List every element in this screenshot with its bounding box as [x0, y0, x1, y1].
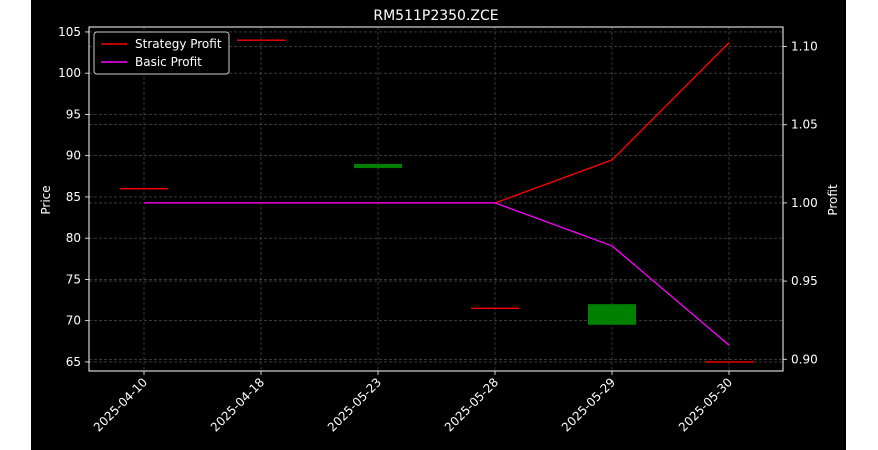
left-axis-ticks: 65 70 75 80 85 90 95 100 105	[58, 25, 89, 369]
chart-figure: 65 70 75 80 85 90 95 100 105 0.90 0.95 1.00 1.05 1.1…	[31, 0, 846, 450]
y2-tick-label: 0.95	[791, 274, 818, 288]
y-tick-label: 75	[66, 272, 81, 286]
profit-lines	[144, 42, 730, 346]
y-tick-label: 80	[66, 231, 81, 245]
y-axis-label: Price	[39, 185, 53, 214]
x-tick-label: 2025-05-30	[676, 375, 735, 434]
y-tick-label: 100	[58, 66, 81, 80]
x-axis-ticks: 2025-04-10 2025-04-18 2025-05-23 2025-05-28…	[91, 371, 735, 434]
series-line-0	[144, 42, 730, 204]
legend: Strategy Profit Basic Profit	[93, 31, 230, 75]
grid-lines	[89, 27, 783, 371]
price-candles	[120, 39, 753, 363]
series-line-1	[144, 202, 730, 346]
y2-tick-label: 1.10	[791, 40, 818, 54]
y2-tick-label: 1.05	[791, 118, 818, 132]
x-tick-label: 2025-04-18	[208, 375, 267, 434]
y2-tick-label: 0.90	[791, 352, 818, 366]
y2-tick-label: 1.00	[791, 196, 818, 210]
plot-frame	[88, 26, 784, 372]
y2-axis-label: Profit	[826, 184, 840, 216]
chart-title: RM511P2350.ZCE	[373, 8, 498, 24]
x-tick-label: 2025-05-29	[559, 375, 618, 434]
legend-label-strategy: Strategy Profit	[135, 37, 222, 51]
y-tick-label: 90	[66, 149, 81, 163]
candle-2	[354, 163, 402, 169]
x-tick-label: 2025-04-10	[91, 375, 150, 434]
legend-box	[93, 31, 230, 75]
x-tick-label: 2025-05-23	[325, 375, 384, 434]
chart-svg: 65 70 75 80 85 90 95 100 105 0.90 0.95 1.00 1.05 1.1…	[39, 8, 840, 434]
x-tick-label: 2025-05-28	[442, 375, 501, 434]
legend-label-basic: Basic Profit	[135, 55, 202, 69]
y-tick-label: 65	[66, 355, 81, 369]
candle-4	[588, 304, 636, 325]
y-tick-label: 85	[66, 190, 81, 204]
y-tick-label: 105	[58, 25, 81, 39]
right-axis-ticks: 0.90 0.95 1.00 1.05 1.10	[783, 40, 818, 366]
y-tick-label: 95	[66, 107, 81, 121]
y-tick-label: 70	[66, 314, 81, 328]
